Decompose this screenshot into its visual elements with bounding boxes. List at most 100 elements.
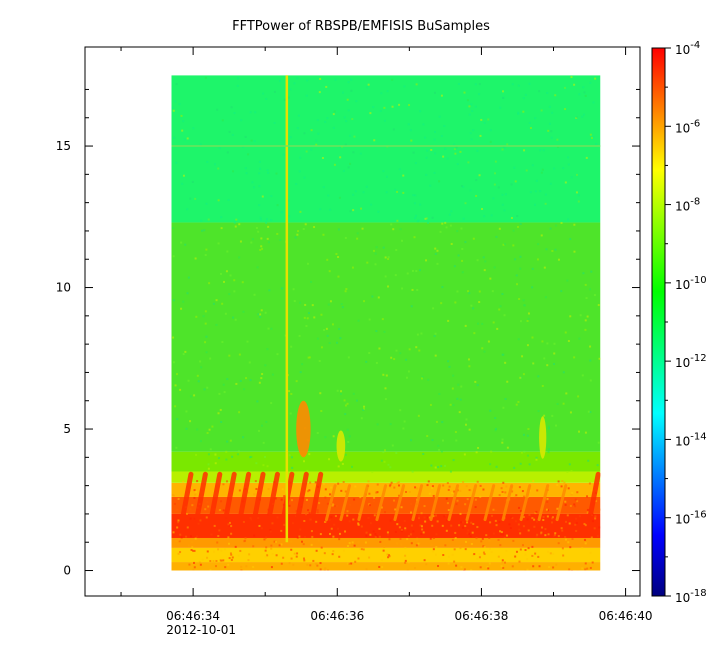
noise-speck (303, 519, 306, 522)
noise-speck (414, 214, 417, 217)
noise-speck (564, 536, 567, 539)
noise-speck (368, 556, 371, 559)
noise-speck (256, 266, 259, 269)
noise-speck (322, 186, 325, 189)
noise-speck (302, 543, 305, 546)
noise-speck (584, 524, 587, 527)
noise-speck (523, 450, 526, 453)
noise-speck (306, 563, 309, 566)
noise-speck (189, 395, 192, 398)
noise-speck (295, 183, 298, 186)
noise-speck (498, 227, 501, 230)
noise-speck (518, 298, 521, 301)
noise-speck (366, 86, 369, 89)
noise-speck (531, 164, 534, 167)
noise-speck (399, 352, 402, 355)
noise-speck (210, 533, 213, 536)
noise-speck (573, 250, 576, 253)
noise-speck (439, 230, 442, 233)
x-tick-label: 06:46:40 (599, 609, 653, 623)
noise-speck (337, 228, 340, 231)
noise-speck (289, 88, 292, 91)
noise-speck (589, 359, 592, 362)
noise-speck (468, 365, 471, 368)
noise-speck (316, 511, 319, 514)
noise-speck (197, 380, 200, 383)
noise-speck (581, 547, 584, 550)
noise-speck (447, 319, 450, 322)
noise-speck (562, 554, 565, 557)
noise-speck (560, 221, 563, 224)
noise-speck (278, 544, 281, 547)
noise-speck (488, 562, 491, 565)
noise-speck (412, 194, 415, 197)
noise-speck (402, 427, 405, 430)
noise-speck (180, 536, 183, 539)
noise-speck (316, 564, 319, 567)
noise-speck (544, 202, 547, 205)
noise-speck (264, 549, 267, 552)
noise-speck (230, 525, 233, 528)
noise-speck (478, 553, 481, 556)
noise-speck (444, 464, 447, 467)
noise-speck (594, 77, 597, 80)
noise-speck (239, 379, 242, 382)
noise-speck (504, 397, 507, 400)
noise-speck (207, 453, 210, 456)
noise-speck (375, 535, 378, 538)
noise-speck (505, 534, 508, 537)
noise-speck (319, 392, 322, 395)
noise-speck (243, 388, 246, 391)
noise-speck (368, 352, 371, 355)
noise-speck (314, 481, 317, 484)
noise-speck (251, 181, 254, 184)
noise-speck (504, 491, 507, 494)
noise-speck (302, 557, 305, 560)
noise-speck (206, 160, 209, 163)
noise-speck (220, 227, 223, 230)
noise-speck (215, 565, 218, 568)
noise-speck (260, 309, 263, 312)
noise-speck (586, 508, 589, 511)
noise-speck (203, 388, 206, 391)
noise-speck (418, 517, 421, 520)
noise-speck (525, 169, 528, 172)
noise-speck (468, 292, 471, 295)
noise-speck (596, 464, 599, 467)
noise-speck (240, 565, 243, 568)
noise-speck (526, 344, 529, 347)
noise-speck (258, 429, 261, 432)
noise-speck (459, 489, 462, 492)
noise-speck (296, 536, 299, 539)
noise-speck (276, 353, 279, 356)
noise-speck (438, 393, 441, 396)
noise-speck (416, 333, 419, 336)
noise-speck (475, 537, 478, 540)
noise-speck (410, 524, 413, 527)
noise-speck (305, 150, 308, 153)
noise-speck (491, 290, 494, 293)
noise-speck (259, 313, 262, 316)
noise-speck (326, 334, 329, 337)
noise-speck (238, 223, 241, 226)
noise-speck (193, 496, 196, 499)
noise-speck (214, 462, 217, 465)
noise-speck (356, 232, 359, 235)
noise-speck (305, 513, 308, 516)
noise-speck (416, 539, 419, 542)
noise-speck (527, 547, 530, 550)
noise-speck (504, 146, 507, 149)
noise-speck (189, 197, 192, 200)
noise-speck (290, 557, 293, 560)
noise-speck (420, 532, 423, 535)
noise-speck (227, 563, 230, 566)
noise-speck (586, 540, 589, 543)
noise-speck (459, 547, 462, 550)
noise-speck (444, 147, 447, 150)
noise-speck (481, 322, 484, 325)
noise-speck (490, 551, 493, 554)
noise-speck (351, 118, 354, 121)
noise-speck (353, 135, 356, 138)
noise-speck (213, 550, 216, 553)
noise-speck (517, 523, 520, 526)
